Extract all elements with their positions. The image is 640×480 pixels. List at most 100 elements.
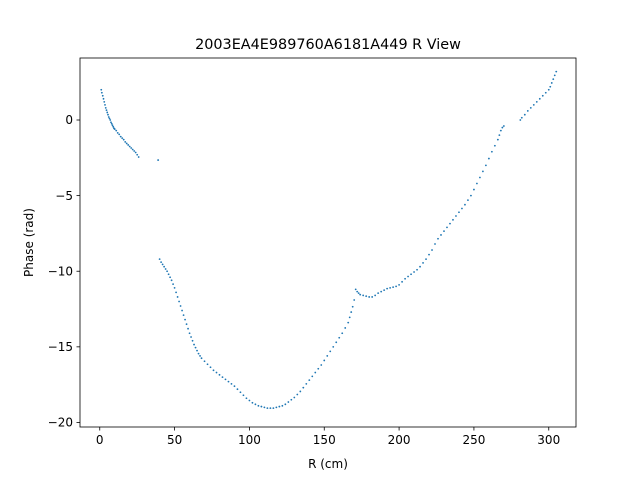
data-point [164,268,167,270]
data-point [365,295,368,298]
data-point [110,121,112,124]
data-point [549,85,552,88]
data-point [392,286,395,289]
data-point [359,293,362,296]
data-point [197,352,200,355]
data-point [230,382,233,385]
data-point [105,109,108,112]
data-point [193,343,195,346]
data-point [329,350,332,353]
data-point [437,237,439,240]
data-point [275,406,278,409]
data-point [221,376,224,378]
data-point [341,332,344,335]
data-point [550,82,553,84]
data-point [179,305,182,307]
data-point [251,401,254,404]
x-tick-label: 50 [167,433,182,447]
data-point [191,339,194,342]
data-point [519,119,522,121]
data-point [389,286,392,289]
data-point [434,243,436,245]
data-point [130,147,133,149]
data-point [137,156,140,158]
data-point [473,188,475,191]
data-point [124,141,127,143]
data-point [541,94,544,97]
chart-title: 2003EA4E989760A6181A449 R View [195,37,461,53]
data-point [323,359,326,362]
data-point [233,385,236,388]
data-point [383,289,386,292]
data-point [112,125,115,128]
data-point [348,316,351,319]
data-point [167,273,170,276]
data-point [410,273,412,276]
data-point [484,164,487,167]
data-point [490,150,493,153]
data-point [236,388,239,391]
y-tick-label: −20 [48,416,73,430]
data-point [535,100,538,103]
data-point [476,182,478,185]
data-point [284,403,287,406]
data-point [119,135,122,138]
data-point [404,277,406,280]
data-point [254,403,257,406]
x-axis: 0 50 100 150 200 250 300 [96,427,560,447]
data-point [102,97,105,100]
data-point [305,382,308,385]
data-point [529,107,532,109]
data-point [380,290,383,293]
data-point [428,253,430,256]
data-point [263,406,266,409]
data-point [419,265,421,268]
data-point [499,129,502,132]
data-point [287,401,290,403]
data-point [131,148,134,151]
data-point [374,294,377,297]
data-point [212,369,215,372]
data-point [501,126,504,129]
data-point [181,309,183,312]
data-point [532,103,535,106]
data-point [115,129,118,132]
plot-background [80,58,576,427]
axes-frame [79,57,577,428]
data-point [422,262,424,264]
data-point [458,211,460,214]
data-point [449,222,451,225]
data-point [398,283,400,286]
data-point [335,341,338,344]
data-point [413,271,415,273]
data-point [446,226,448,229]
data-point [176,296,179,298]
data-point [172,283,174,285]
data-point [431,249,433,251]
data-point [353,299,356,301]
data-point [218,373,221,376]
data-point [452,218,454,221]
data-point [111,124,114,127]
data-point [350,311,353,313]
data-point [332,345,335,348]
data-point [523,113,526,116]
data-point [302,386,305,389]
data-point [443,230,445,233]
data-point [498,134,501,137]
data-point [196,349,198,352]
data-point [487,157,490,160]
data-point [351,305,354,308]
data-point [184,318,186,321]
data-point [227,380,230,383]
data-point [416,268,418,271]
data-point [248,399,251,402]
data-point [299,390,302,393]
data-point [520,116,523,119]
data-point [368,296,371,298]
data-point [101,94,104,97]
data-point [401,280,403,283]
data-point [163,265,166,268]
data-point [118,133,121,136]
data-point [296,393,299,396]
